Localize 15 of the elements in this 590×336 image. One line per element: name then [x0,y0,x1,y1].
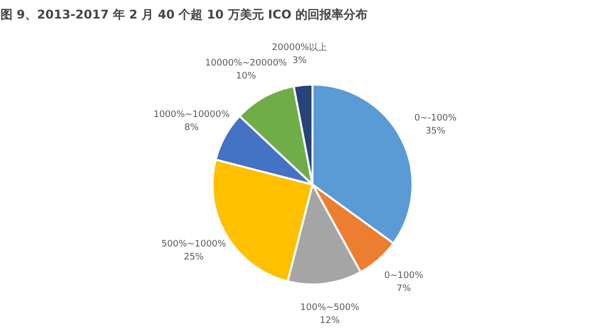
slice-label: 100%~500% [300,302,360,313]
data-label: 3% [292,56,308,66]
data-label: 7% [396,284,412,294]
slice-label: 0~100% [384,271,424,282]
data-label: 10% [236,71,256,82]
slice-label: 20000%以上 [272,42,328,53]
slice-label: 1000%~10000% [153,110,230,120]
data-label: 25% [184,252,204,263]
slice-label: 500%~1000% [161,240,227,250]
slice-label: 10000%~20000% [205,58,288,68]
slice-label: 0~-100% [414,114,458,124]
data-label: 35% [425,126,446,137]
chart-title: 图 9、2013-2017 年 2 月 40 个超 10 万美元 ICO 的回报率分布 [0,8,368,22]
data-label: 12% [320,316,340,326]
data-label: 8% [184,122,200,133]
